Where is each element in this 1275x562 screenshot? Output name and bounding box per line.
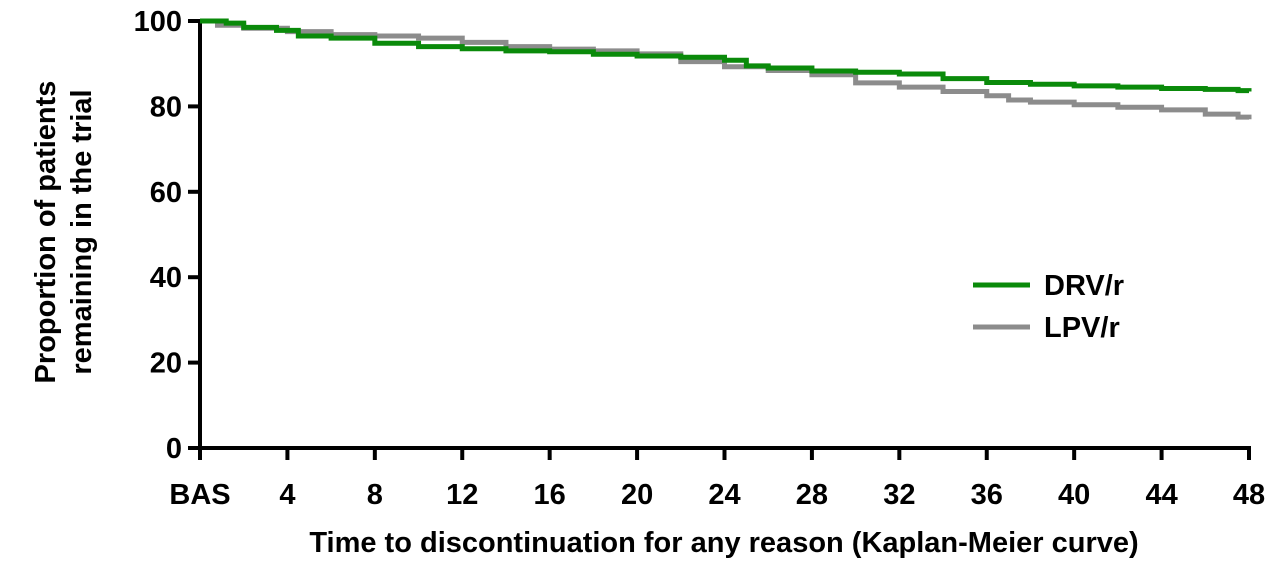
x-tick-label: 8 — [367, 479, 383, 511]
x-tick-label: 16 — [534, 479, 566, 511]
x-tick-label: 36 — [971, 479, 1003, 511]
x-tick-label: 44 — [1145, 479, 1177, 511]
series-line-drv-r — [200, 18, 1252, 94]
y-tick-label: 40 — [150, 262, 182, 294]
x-tick-label: 4 — [279, 479, 295, 511]
x-tick-label: 40 — [1058, 479, 1090, 511]
y-tick-label: 100 — [134, 6, 182, 38]
x-tick-label: 12 — [446, 479, 478, 511]
x-tick-label: 48 — [1233, 479, 1265, 511]
y-axis-title-line-1: Proportion of patients — [30, 81, 62, 384]
x-tick-label: 20 — [621, 479, 653, 511]
y-tick-label: 0 — [166, 433, 182, 465]
x-axis-title: Time to discontinuation for any reason (… — [309, 527, 1138, 559]
x-tick-label: 24 — [708, 479, 740, 511]
y-axis-title-line-2: remaining in the trial — [66, 89, 98, 374]
legend-label-drv-r: DRV/r — [1044, 270, 1124, 302]
x-tick-label: BAS — [169, 479, 230, 511]
y-axis-title: Proportion of patients remaining in the … — [30, 81, 98, 384]
legend-label-lpv-r: LPV/r — [1044, 312, 1120, 344]
y-tick-label: 80 — [150, 91, 182, 123]
y-tick-label: 20 — [150, 348, 182, 380]
y-tick-label: 60 — [150, 177, 182, 209]
x-tick-label: 28 — [796, 479, 828, 511]
x-tick-label: 32 — [883, 479, 915, 511]
